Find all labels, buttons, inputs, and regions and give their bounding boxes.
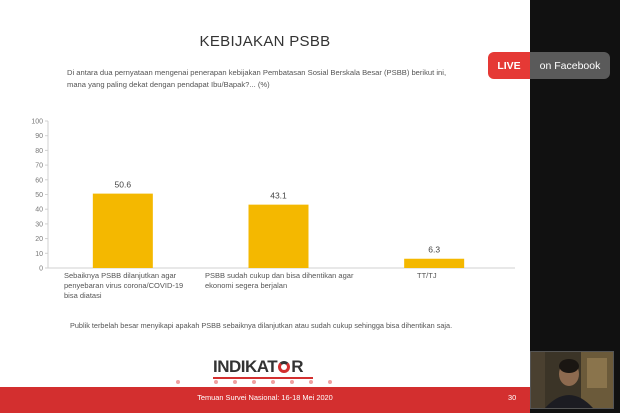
bar-chart: 0 10 20 30 40 50 60 70 80 90 100 50.6 43.1 6.3: [31, 119, 515, 273]
progress-dot: [252, 380, 256, 384]
y-tick-label: 50: [35, 192, 43, 199]
bar: [404, 258, 465, 268]
y-tick-label: 40: [35, 207, 43, 214]
slide-note: Publik terbelah besar menyikapi apakah P…: [70, 321, 453, 330]
category-label: Sebaiknya PSBB dilanjutkan agar penyebar…: [64, 271, 184, 300]
bar: [248, 204, 309, 268]
y-tick-label: 0: [39, 266, 43, 273]
progress-dot: [309, 380, 313, 384]
bar: [92, 193, 153, 268]
y-tick-label: 100: [31, 119, 43, 126]
slide-progress-dots: [176, 380, 332, 384]
progress-dot: [176, 380, 180, 384]
logo-text: INDIKAT: [213, 357, 278, 376]
live-label: LIVE: [488, 52, 530, 79]
category-label: TT/TJ: [417, 271, 437, 280]
progress-dot: [214, 380, 218, 384]
presentation-slide: KEBIJAKAN PSBB Di antara dua pernyataan …: [0, 0, 530, 413]
y-tick-label: 30: [35, 221, 43, 228]
y-tick-label: 90: [35, 133, 43, 140]
y-tick-label: 20: [35, 236, 43, 243]
progress-dot: [271, 380, 275, 384]
page-number: 30: [508, 393, 517, 402]
live-badge: LIVE on Facebook: [488, 52, 610, 79]
indikator-logo: INDIKAT R: [213, 357, 303, 376]
logo-text: R: [291, 357, 303, 376]
webcam-person-icon: [531, 352, 613, 408]
data-label: 6.3: [428, 245, 440, 255]
progress-dot: [233, 380, 237, 384]
data-label: 43.1: [270, 191, 287, 201]
y-tick-label: 70: [35, 163, 43, 170]
survey-question: Di antara dua pernyataan mengenai penera…: [67, 68, 447, 89]
progress-dot: [328, 380, 332, 384]
logo-underline: [213, 377, 313, 379]
category-label: PSBB sudah cukup dan bisa dihentikan aga…: [205, 271, 354, 290]
logo-o-icon: [278, 361, 291, 373]
progress-dot: [195, 380, 199, 384]
y-tick-label: 60: [35, 177, 43, 184]
footer-text: Temuan Survei Nasional: 16-18 Mei 2020: [197, 393, 333, 402]
footer-bar: [0, 387, 530, 413]
webcam-feed: [530, 351, 614, 409]
live-platform: on Facebook: [530, 52, 610, 79]
data-label: 50.6: [115, 180, 132, 190]
y-tick-label: 10: [35, 251, 43, 258]
progress-dot: [290, 380, 294, 384]
slide-title: KEBIJAKAN PSBB: [199, 33, 331, 50]
y-tick-label: 80: [35, 148, 43, 155]
